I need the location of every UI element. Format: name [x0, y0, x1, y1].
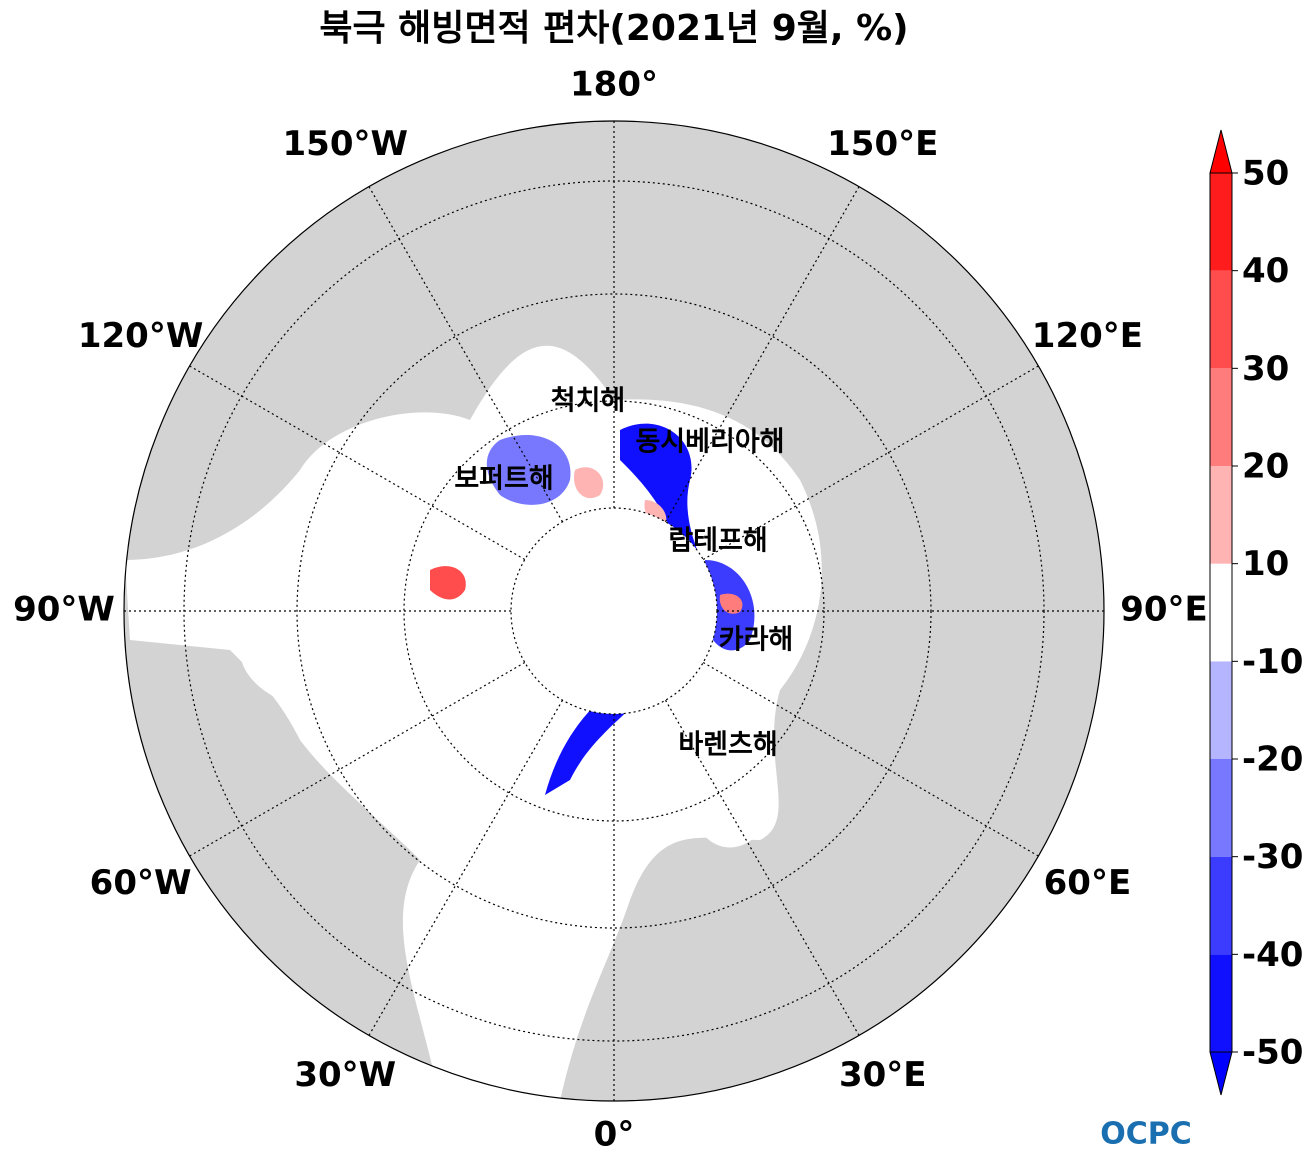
longitude-label: 120°W [78, 316, 203, 356]
longitude-label: 90°E [1120, 590, 1208, 630]
colorbar-segment [1210, 759, 1232, 857]
colorbar-segment [1210, 368, 1232, 466]
sea-label: 보퍼트해 [454, 464, 553, 495]
ice-anomaly-positive [574, 467, 604, 499]
sea-label: 랍테프해 [668, 526, 767, 557]
sea-label: 카라해 [719, 625, 794, 656]
ice-anomaly-positive [430, 566, 466, 600]
colorbar-tick-label: -50 [1242, 1033, 1303, 1073]
colorbar-segment [1210, 270, 1232, 369]
title: 북극 해빙면적 편차(2021년 9월, %) [319, 8, 908, 49]
colorbar-tick-label: 20 [1242, 447, 1289, 487]
longitude-label: 90°W [13, 590, 115, 630]
longitude-label: 60°E [1044, 863, 1132, 903]
colorbar-tick-label: -40 [1242, 935, 1303, 975]
ocean [680, 753, 770, 848]
ice-anomaly-negative [486, 434, 571, 505]
longitude-label: 150°E [827, 124, 938, 164]
longitude-label: 60°W [90, 863, 192, 903]
colorbar-tick-label: -10 [1242, 642, 1303, 682]
colorbar-segment [1210, 173, 1232, 271]
longitude-label: 120°E [1032, 316, 1143, 356]
ice-anomaly-negative [545, 423, 720, 795]
colorbar-frame [1209, 172, 1233, 1053]
map-area [124, 121, 1104, 1101]
sea-label: 바렌츠해 [678, 730, 777, 761]
logo: OCPC [1100, 1117, 1192, 1152]
colorbar-segment [1210, 661, 1232, 759]
colorbar-tick-label: 40 [1242, 251, 1289, 291]
parallel [296, 293, 932, 929]
colorbar-segment [1210, 856, 1232, 955]
colorbar-extend-over [1209, 129, 1233, 174]
pole-hole [511, 508, 717, 714]
colorbar-segment [1210, 466, 1232, 564]
longitude-label: 30°E [839, 1055, 927, 1095]
ice-anomaly-positive [719, 593, 743, 614]
graticule [124, 121, 1104, 1101]
colorbar-tick-label: -30 [1242, 837, 1303, 877]
longitude-label: 180° [570, 65, 658, 105]
colorbar-tick-label: 30 [1242, 349, 1289, 389]
sea-label: 동시베리아해 [635, 427, 784, 458]
longitude-label: 30°W [294, 1055, 396, 1095]
longitude-label: 0° [594, 1115, 635, 1155]
colorbar-tick-label: 50 [1242, 154, 1289, 194]
ocean [240, 612, 370, 708]
map-border [123, 120, 1105, 1102]
colorbar-segment [1210, 563, 1232, 662]
colorbar-tick-label: -20 [1242, 740, 1303, 780]
sea-label: 척치해 [551, 386, 626, 417]
colorbar-extend-under [1209, 1051, 1233, 1096]
colorbar-segment [1210, 954, 1232, 1052]
longitude-label: 150°W [283, 124, 408, 164]
colorbar-tick-label: 10 [1242, 544, 1289, 584]
